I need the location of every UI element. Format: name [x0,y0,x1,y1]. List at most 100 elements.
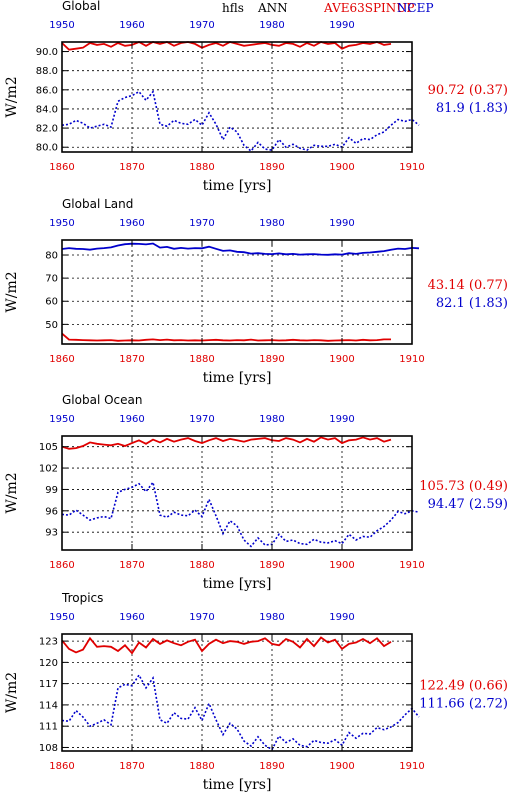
x-tick-label-bottom: 1860 [49,354,74,365]
panel-3: Tropics 108 111 114 117 120 123 1860 1870 1880 189… [4,591,508,793]
y-tick-label: 84.0 [36,104,58,115]
plot-frame [61,239,413,345]
x-tick-label-bottom: 1900 [329,162,354,173]
x-tick-label-top: 1970 [189,218,214,229]
y-tick-label: 120 [39,658,58,669]
y-axis-label: W/m2 [4,271,20,312]
x-tick-label-top: 1980 [259,20,284,31]
y-axis-label: W/m2 [4,472,20,513]
y-tick-label: 93 [45,528,58,539]
x-tick-label-bottom: 1880 [189,560,214,571]
panel-title: Global Ocean [62,393,142,407]
header-case-b: NCEP [397,1,434,15]
x-tick-label-bottom: 1870 [119,560,144,571]
x-tick-label-bottom: 1860 [49,761,74,772]
y-tick-label: 117 [39,679,58,690]
x-tick-label-bottom: 1870 [119,162,144,173]
y-tick-label: 96 [45,506,58,517]
x-tick-label-bottom: 1900 [329,560,354,571]
x-tick-label-bottom: 1900 [329,354,354,365]
series-line-case-a [61,436,392,450]
x-tick-label-top: 1950 [49,218,74,229]
x-tick-label-bottom: 1890 [259,761,284,772]
series-line-case-b [61,242,420,256]
x-tick-label-top: 1950 [49,612,74,623]
y-tick-label: 99 [45,485,58,496]
series-line-case-b [61,673,420,751]
y-tick-label: 80 [45,251,58,262]
x-tick-label-bottom: 1870 [119,761,144,772]
x-tick-label-top: 1990 [329,612,354,623]
panel-0: Global 80.0 82.0 84.0 86.0 88.0 90.0 1860 1870 18… [4,0,508,194]
x-tick-label-bottom: 1870 [119,354,144,365]
x-tick-label-top: 1960 [119,414,144,425]
y-tick-label: 86.0 [36,85,58,96]
stat-case-b: 94.47 (2.59) [428,497,508,512]
x-tick-label-top: 1990 [329,20,354,31]
header-season: ANN [257,1,288,15]
x-tick-label-top: 1960 [119,218,144,229]
y-tick-label: 88.0 [36,66,58,77]
stat-case-b: 111.66 (2.72) [419,697,508,712]
panel-2: Global Ocean 93 96 99 102 105 1860 1870 1880 1890… [4,393,508,592]
x-tick-label-top: 1950 [49,414,74,425]
x-tick-label-bottom: 1910 [399,162,424,173]
x-axis-label: time [yrs] [203,178,272,194]
x-tick-label-top: 1990 [329,414,354,425]
x-tick-label-bottom: 1880 [189,761,214,772]
x-tick-label-bottom: 1900 [329,761,354,772]
y-tick-label: 111 [39,722,58,733]
series-line-case-a [61,636,392,655]
x-tick-label-top: 1970 [189,612,214,623]
y-axis-label: W/m2 [4,672,20,713]
y-tick-label: 105 [39,442,58,453]
y-tick-label: 70 [45,274,58,285]
x-tick-label-bottom: 1880 [189,162,214,173]
y-tick-label: 90.0 [36,47,58,58]
stat-case-a: 43.14 (0.77) [428,278,508,293]
x-tick-label-bottom: 1890 [259,354,284,365]
plot-frame [61,633,413,752]
panel-title: Global [62,0,100,13]
y-tick-label: 102 [39,464,58,475]
y-tick-label: 50 [45,320,58,331]
x-tick-label-top: 1990 [329,218,354,229]
x-tick-label-bottom: 1880 [189,354,214,365]
x-tick-label-top: 1970 [189,414,214,425]
header-case-a: AVE63SPINUP [323,1,415,15]
plot-frame [61,435,413,551]
stat-case-b: 81.9 (1.83) [436,101,508,116]
x-tick-label-bottom: 1910 [399,354,424,365]
x-tick-label-bottom: 1890 [259,560,284,571]
y-tick-label: 80.0 [36,143,58,154]
series-line-case-b [61,89,420,153]
stat-case-a: 105.73 (0.49) [419,479,508,494]
stat-case-b: 82.1 (1.83) [436,296,508,311]
x-tick-label-top: 1970 [189,20,214,31]
header-variable: hfls [222,1,244,15]
stat-case-a: 122.49 (0.66) [419,679,508,694]
x-tick-label-top: 1980 [259,218,284,229]
x-tick-label-bottom: 1890 [259,162,284,173]
x-axis-label: time [yrs] [203,370,272,386]
x-tick-label-bottom: 1910 [399,560,424,571]
x-tick-label-bottom: 1860 [49,560,74,571]
x-axis-label: time [yrs] [203,777,272,793]
y-tick-label: 114 [39,700,58,711]
stat-case-a: 90.72 (0.37) [428,83,508,98]
series-line-case-a [61,41,392,51]
x-tick-label-top: 1980 [259,414,284,425]
y-axis-label: W/m2 [4,76,20,117]
x-tick-label-bottom: 1860 [49,162,74,173]
y-tick-label: 60 [45,297,58,308]
panel-1: Global Land 50 60 70 80 1860 1870 1880 1890 1900 1… [4,197,508,386]
series-line-case-b [61,480,420,548]
y-tick-label: 108 [39,743,58,754]
y-tick-label: 82.0 [36,124,58,135]
x-tick-label-top: 1960 [119,612,144,623]
x-axis-label: time [yrs] [203,576,272,592]
series-line-case-a [61,332,391,342]
x-tick-label-top: 1980 [259,612,284,623]
panel-title: Global Land [62,197,133,211]
